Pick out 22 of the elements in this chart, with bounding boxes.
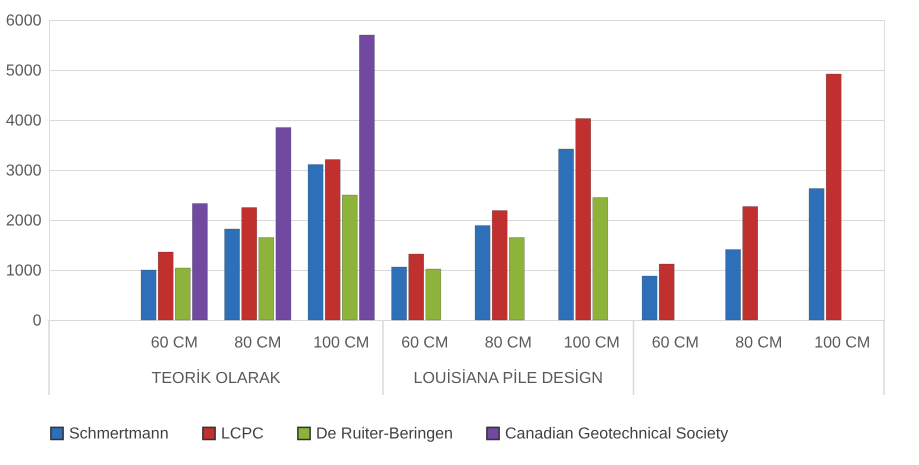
y-tick-label: 5000 [6, 62, 42, 80]
x-tick-label: 80 CM [735, 334, 782, 352]
legend-label: De Ruiter-Beringen [316, 425, 453, 442]
x-tick-label: 80 CM [484, 334, 532, 352]
legend-label: Canadian Geotechnical Society [505, 425, 728, 442]
x-tick-label: 60 CM [150, 334, 198, 352]
x-tick-label: 60 CM [652, 334, 699, 352]
x-tick-label: 100 CM [814, 334, 870, 352]
y-tick-label: 6000 [6, 12, 42, 30]
x-tick-label: 100 CM [313, 334, 370, 352]
x-tick-label: 80 CM [234, 334, 282, 352]
y-tick-label: 3000 [6, 162, 42, 180]
y-tick-label: 2000 [6, 212, 42, 230]
text: TEORİK OLARAK [152, 369, 281, 387]
x-tick-label: 100 CM [564, 334, 620, 352]
text: LOUİSİANA PİLE DESİGN [414, 369, 603, 387]
x-tick-label: 60 CM [401, 334, 448, 352]
y-tick-label: 4000 [6, 112, 42, 130]
legend-label: LCPC [221, 425, 264, 442]
y-tick-label: 1000 [6, 262, 42, 280]
y-tick-label: 0 [32, 312, 42, 330]
legend-label: Schmertmann [69, 425, 169, 442]
